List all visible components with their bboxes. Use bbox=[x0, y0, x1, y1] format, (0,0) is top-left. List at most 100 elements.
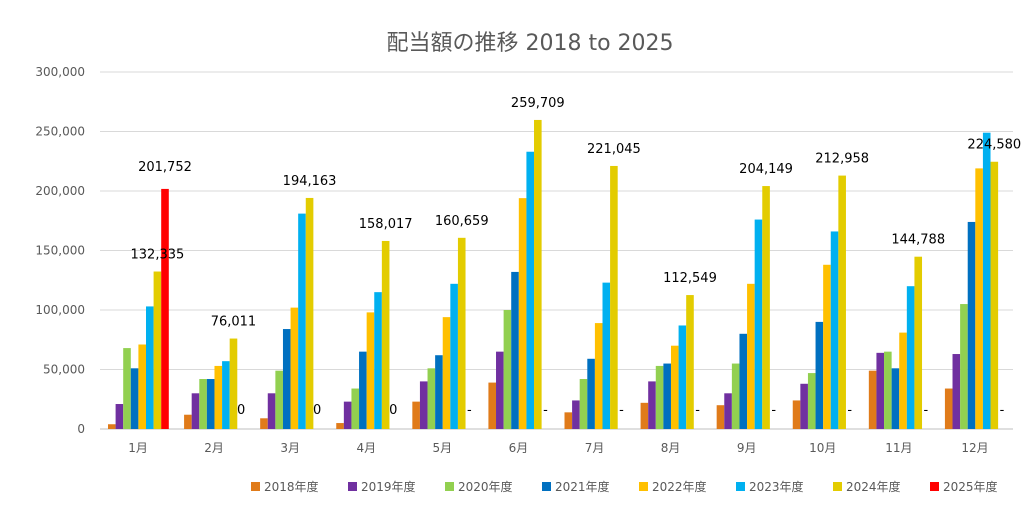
bar bbox=[792, 400, 801, 429]
bar bbox=[146, 306, 154, 429]
data-label: - bbox=[771, 403, 776, 418]
bar bbox=[275, 370, 283, 429]
data-label: - bbox=[543, 403, 548, 418]
data-label: 201,752 bbox=[138, 160, 192, 175]
legend-swatch bbox=[251, 482, 260, 491]
x-tick-label: 6月 bbox=[509, 441, 529, 455]
bar-series bbox=[108, 119, 999, 430]
bar bbox=[716, 405, 725, 429]
legend-swatch bbox=[542, 482, 551, 491]
x-tick-label: 12月 bbox=[961, 441, 988, 455]
y-axis: 0 50,000 100,000 150,000 200,000 250,000 300,0… bbox=[35, 65, 85, 436]
bar bbox=[214, 365, 223, 429]
x-tick-label: 5月 bbox=[433, 441, 453, 455]
bar bbox=[526, 151, 535, 430]
bar bbox=[876, 352, 885, 429]
bar bbox=[366, 312, 375, 429]
bar bbox=[800, 383, 808, 429]
x-tick-label: 2月 bbox=[204, 441, 224, 455]
x-tick-label: 11月 bbox=[885, 441, 912, 455]
legend-label: 2019年度 bbox=[361, 479, 416, 494]
data-label: 132,335 bbox=[131, 248, 185, 263]
bar bbox=[914, 256, 923, 429]
legend-label: 2022年度 bbox=[652, 479, 707, 494]
legend-swatch bbox=[445, 482, 454, 491]
bar bbox=[594, 323, 603, 429]
bar bbox=[138, 344, 146, 429]
bar bbox=[123, 348, 131, 429]
x-tick-label: 8月 bbox=[661, 441, 681, 455]
legend-label: 2024年度 bbox=[846, 479, 901, 494]
bar bbox=[906, 286, 915, 429]
bar bbox=[130, 368, 139, 429]
bar bbox=[419, 381, 428, 429]
bar bbox=[670, 345, 679, 429]
data-label: 212,958 bbox=[815, 152, 869, 167]
bar bbox=[648, 381, 656, 429]
data-label: 259,709 bbox=[511, 96, 565, 111]
legend: 2018年度 2019年度 2020年度 2021年度 2022年度 2023年度 2024… bbox=[251, 479, 998, 494]
bar bbox=[191, 393, 200, 429]
bar bbox=[305, 197, 314, 429]
bar bbox=[435, 355, 443, 429]
bar bbox=[534, 119, 542, 429]
bar bbox=[336, 423, 344, 429]
data-label: 144,788 bbox=[891, 233, 945, 248]
y-tick-label: 100,000 bbox=[35, 303, 85, 317]
data-label: 221,045 bbox=[587, 142, 641, 157]
bar bbox=[108, 424, 116, 429]
bar bbox=[982, 132, 991, 429]
bar bbox=[572, 400, 580, 429]
y-tick-label: 0 bbox=[77, 422, 85, 436]
y-tick-label: 200,000 bbox=[35, 184, 85, 198]
bar bbox=[731, 363, 740, 429]
bar bbox=[747, 283, 755, 429]
bar bbox=[488, 382, 497, 429]
bar bbox=[161, 188, 169, 429]
bar bbox=[868, 370, 877, 429]
y-tick-label: 150,000 bbox=[35, 244, 85, 258]
bar bbox=[153, 271, 162, 429]
data-label: 0 bbox=[237, 403, 245, 418]
data-labels: 132,335 76,011 194,163 158,017 160,659 259,70… bbox=[131, 96, 1022, 418]
bar bbox=[412, 401, 420, 429]
bar bbox=[450, 283, 458, 429]
bar bbox=[891, 368, 900, 429]
data-label: - bbox=[467, 403, 472, 418]
bar bbox=[838, 175, 846, 429]
bar bbox=[967, 221, 976, 429]
gridlines bbox=[100, 71, 1013, 430]
bar bbox=[602, 282, 611, 429]
data-label: 76,011 bbox=[211, 315, 257, 330]
bar bbox=[115, 404, 124, 429]
y-tick-label: 250,000 bbox=[35, 125, 85, 139]
bar bbox=[206, 379, 215, 429]
x-axis: 1月 2月 3月 4月 5月 6月 7月 8月 9月 10月 11月 12月 bbox=[128, 441, 988, 455]
bar bbox=[374, 292, 382, 429]
data-label: - bbox=[1000, 403, 1005, 418]
data-label: 204,149 bbox=[739, 162, 793, 177]
legend-label: 2025年度 bbox=[943, 479, 998, 494]
bar bbox=[960, 304, 968, 429]
legend-label: 2023年度 bbox=[749, 479, 804, 494]
bar bbox=[610, 165, 618, 429]
bar bbox=[579, 379, 588, 429]
bar bbox=[457, 237, 466, 429]
bar bbox=[503, 310, 512, 429]
bar bbox=[229, 338, 238, 429]
legend-label: 2021年度 bbox=[555, 479, 610, 494]
data-label: - bbox=[619, 403, 624, 418]
legend-swatch bbox=[930, 482, 939, 491]
bar bbox=[290, 307, 299, 429]
bar bbox=[640, 402, 649, 429]
data-label: - bbox=[695, 403, 700, 418]
x-tick-label: 4月 bbox=[356, 441, 376, 455]
bar bbox=[884, 351, 892, 429]
bar bbox=[298, 213, 306, 429]
data-label: 160,659 bbox=[435, 214, 489, 229]
bar bbox=[678, 325, 687, 429]
bar bbox=[518, 198, 527, 429]
bar bbox=[762, 186, 770, 429]
bar bbox=[975, 168, 983, 429]
